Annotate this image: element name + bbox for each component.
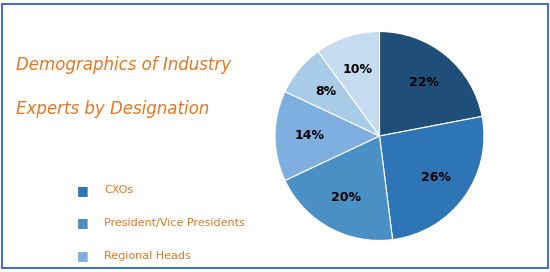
Text: 10%: 10% bbox=[343, 63, 373, 76]
Text: 8%: 8% bbox=[315, 85, 336, 98]
Text: 26%: 26% bbox=[421, 171, 451, 184]
Text: 14%: 14% bbox=[294, 129, 324, 143]
Wedge shape bbox=[379, 116, 484, 240]
Text: CXOs: CXOs bbox=[104, 186, 134, 195]
Text: Experts by Designation: Experts by Designation bbox=[16, 100, 210, 118]
Text: Demographics of Industry: Demographics of Industry bbox=[16, 56, 232, 74]
Wedge shape bbox=[379, 32, 482, 136]
Text: ■: ■ bbox=[77, 184, 89, 197]
Text: ■: ■ bbox=[77, 217, 89, 230]
Text: 22%: 22% bbox=[409, 76, 439, 89]
Wedge shape bbox=[275, 92, 380, 180]
Text: ■: ■ bbox=[77, 249, 89, 262]
Wedge shape bbox=[285, 136, 393, 240]
Text: 20%: 20% bbox=[331, 191, 361, 204]
Text: President/Vice Presidents: President/Vice Presidents bbox=[104, 218, 245, 228]
Text: Regional Heads: Regional Heads bbox=[104, 251, 191, 261]
Wedge shape bbox=[285, 51, 380, 136]
Wedge shape bbox=[318, 32, 380, 136]
